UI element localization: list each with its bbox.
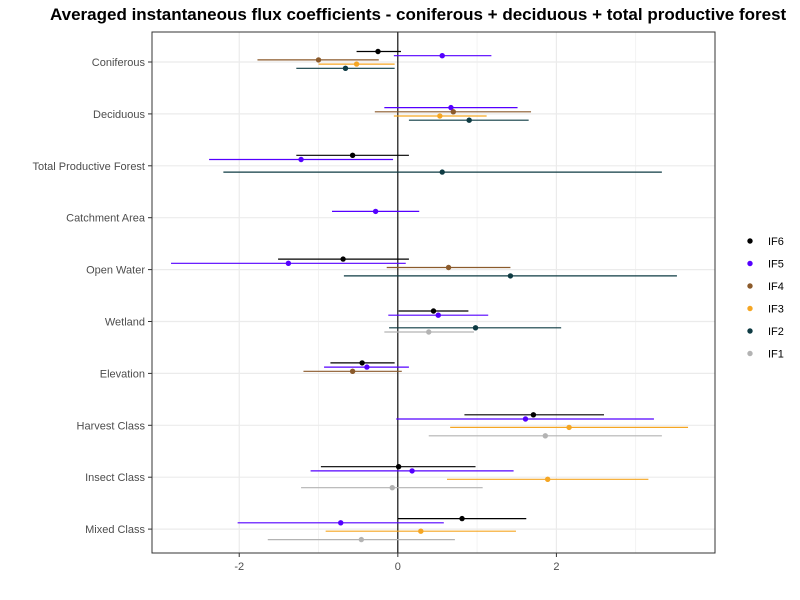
- legend-label: IF3: [768, 304, 784, 316]
- y-tick-label: Deciduous: [93, 109, 145, 121]
- point-if4: [349, 368, 356, 374]
- legend-swatch-if2: [747, 328, 753, 334]
- point-if5: [448, 104, 454, 111]
- series-if3: [318, 61, 689, 534]
- y-tick-label: Total Productive Forest: [33, 161, 146, 173]
- point-if6: [340, 256, 346, 262]
- legend-label: IF5: [768, 259, 784, 271]
- series-if1: [267, 329, 662, 543]
- plot-border: [151, 31, 716, 554]
- x-tick-label: -2: [234, 561, 244, 573]
- legend-label: IF1: [768, 349, 784, 361]
- point-if5: [338, 520, 344, 526]
- legend-label: IF6: [768, 236, 784, 248]
- y-tick-label: Catchment Area: [66, 213, 146, 225]
- legend-swatch-if4: [747, 283, 753, 289]
- point-if6: [530, 412, 537, 418]
- point-if2: [466, 117, 472, 123]
- point-if6: [375, 48, 381, 55]
- point-if1: [426, 329, 432, 335]
- x-tick-label: 2: [553, 561, 559, 573]
- y-tick-label: Mixed Class: [85, 524, 145, 536]
- y-tick-label: Wetland: [105, 317, 145, 329]
- point-if5: [364, 364, 370, 370]
- series-if2: [223, 65, 677, 331]
- legend-swatch-if1: [747, 350, 753, 357]
- point-if4: [450, 109, 457, 115]
- point-if6: [359, 360, 365, 366]
- y-tick-label: Insect Class: [85, 472, 145, 484]
- point-if5: [522, 416, 529, 422]
- point-if2: [507, 273, 514, 279]
- axis-layer: -2 0 2 Coniferous Deciduous Total Productive …: [33, 31, 716, 573]
- point-if3: [544, 476, 551, 482]
- point-if1: [358, 536, 365, 543]
- point-if3: [353, 61, 360, 67]
- grid-layer: [152, 32, 715, 553]
- point-if5: [439, 52, 445, 59]
- point-if6: [349, 152, 356, 159]
- point-if5: [435, 312, 441, 318]
- legend-item: IF3: [747, 304, 784, 316]
- series-if6: [278, 48, 604, 522]
- point-if1: [542, 433, 549, 439]
- point-if1: [389, 485, 395, 491]
- legend-item: IF5: [747, 259, 784, 271]
- legend-label: IF4: [768, 281, 784, 293]
- y-tick-label: Open Water: [86, 265, 145, 277]
- point-if4: [445, 264, 452, 271]
- legend-swatch-if5: [747, 260, 753, 267]
- point-if5: [285, 260, 292, 266]
- point-if6: [395, 464, 402, 470]
- point-if2: [472, 325, 479, 331]
- x-tick-label: 0: [395, 561, 401, 573]
- legend-item: IF2: [747, 326, 784, 338]
- point-if3: [418, 528, 424, 534]
- series-if5: [171, 52, 654, 526]
- point-if5: [372, 208, 379, 215]
- legend-label: IF2: [768, 326, 784, 338]
- series-if4: [257, 57, 532, 374]
- legend-item: IF1: [747, 349, 784, 361]
- point-if5: [298, 156, 304, 163]
- y-tick-label: Coniferous: [92, 57, 146, 69]
- point-if2: [439, 169, 445, 175]
- point-if3: [437, 113, 443, 119]
- legend: IF6 IF5 IF4 IF3 IF2 IF1: [747, 236, 784, 361]
- point-if2: [342, 65, 349, 72]
- point-if6: [430, 308, 437, 314]
- point-if6: [459, 515, 465, 522]
- point-if3: [566, 424, 572, 431]
- point-if5: [409, 468, 415, 474]
- legend-item: IF6: [747, 236, 784, 248]
- chart-title: Averaged instantaneous flux coefficients…: [50, 5, 787, 24]
- y-tick-label: Harvest Class: [77, 420, 146, 432]
- legend-swatch-if6: [747, 238, 753, 244]
- plot-background: [152, 32, 715, 553]
- y-tick-label: Elevation: [100, 368, 145, 380]
- point-if4: [315, 57, 322, 63]
- series-layer: [171, 48, 689, 543]
- legend-swatch-if3: [747, 305, 753, 312]
- legend-item: IF4: [747, 281, 784, 293]
